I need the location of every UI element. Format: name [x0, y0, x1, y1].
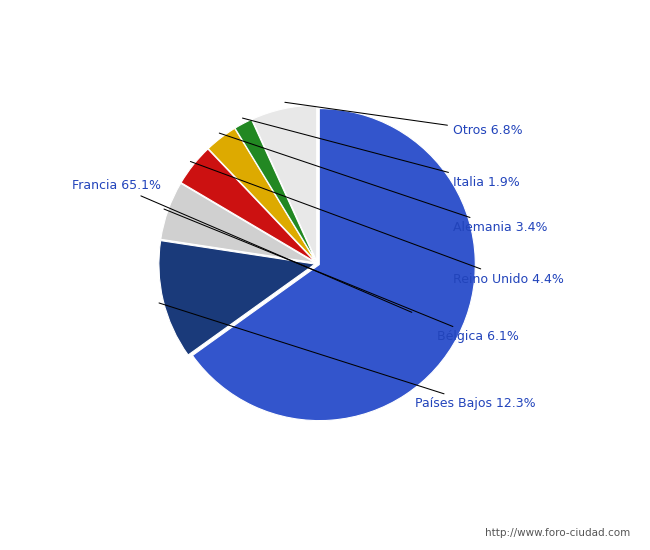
Text: Alemania 3.4%: Alemania 3.4% — [219, 133, 547, 234]
Wedge shape — [235, 119, 316, 261]
Text: Países Bajos 12.3%: Países Bajos 12.3% — [159, 303, 536, 410]
Text: http://www.foro-ciudad.com: http://www.foro-ciudad.com — [486, 528, 630, 538]
Text: Colera - Turistas extranjeros según país - Agosto de 2024: Colera - Turistas extranjeros según país… — [106, 17, 544, 33]
Text: Italia 1.9%: Italia 1.9% — [242, 118, 520, 189]
Wedge shape — [252, 105, 317, 261]
Text: Francia 65.1%: Francia 65.1% — [72, 179, 412, 312]
Text: Reino Unido 4.4%: Reino Unido 4.4% — [190, 162, 564, 285]
Wedge shape — [192, 108, 475, 421]
Text: Bélgica 6.1%: Bélgica 6.1% — [164, 209, 519, 343]
Wedge shape — [161, 183, 315, 263]
Wedge shape — [159, 241, 315, 355]
Wedge shape — [208, 128, 316, 262]
Wedge shape — [181, 149, 315, 262]
Text: Otros 6.8%: Otros 6.8% — [285, 102, 523, 138]
